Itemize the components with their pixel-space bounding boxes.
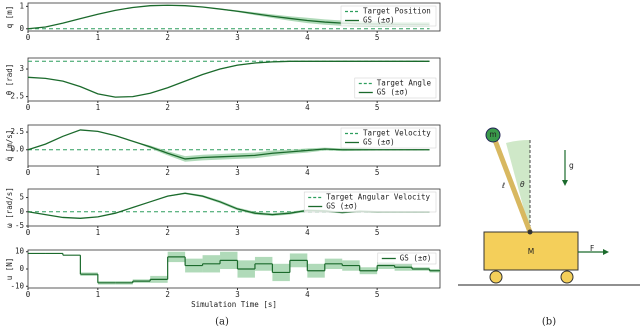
series-line [27,60,430,98]
plot-frame [27,2,441,32]
legend-label: Target Angular Velocity [326,193,430,202]
y-tick-label: 10 [15,247,25,256]
x-tick-label: 5 [375,290,380,299]
y-axis-label: q [m] [5,6,14,29]
x-tick-label: 0 [26,168,31,177]
x-tick-label: 4 [305,228,310,237]
series-group [27,60,430,98]
legend-box [303,191,437,213]
y-axis-label: u [N] [5,258,14,281]
y-tick-label: 5 [19,193,24,202]
angle-wedge [506,139,530,232]
x-tick-label: 5 [375,103,380,112]
y-tick-label: 0 [19,264,24,273]
wheel [489,270,503,284]
series-group [28,251,440,285]
x-tick-label: 0 [26,228,31,237]
legend-label: GS (±σ) [326,202,358,211]
y-axis-label: ω [rad/s] [5,187,14,228]
legend-label: GS (±σ) [377,88,409,97]
x-tick-label: 0 [26,290,31,299]
x-tick-label: 3 [235,103,240,112]
series-line [27,129,430,160]
arrow-head [562,180,568,186]
x-tick-label: 5 [375,33,380,42]
y-tick-label: -10 [10,281,24,290]
gravity-label: g [569,161,574,170]
x-tick-label: 3 [235,168,240,177]
x-tick-label: 2 [165,33,170,42]
y-tick-label: 2.5 [10,92,24,101]
mass [485,127,501,143]
legend-label: GS (±σ) [363,138,395,147]
sigma-band [28,129,430,162]
x-tick-label: 4 [305,290,310,299]
legend-label: Target Position [363,7,431,16]
angle-label: θ [520,180,525,189]
cart-pole-diagram: m ℓ θ g M F [458,127,640,286]
y-axis-label: θ [rad] [5,64,14,96]
legend-box [354,77,437,99]
x-tick-label: 2 [165,103,170,112]
legend-label: GS (±σ) [363,16,395,25]
caption: (b) [542,317,556,328]
x-tick-label: 1 [96,168,101,177]
caption: (a) [215,317,229,328]
y-tick-label: 3 [19,64,24,73]
legend-box [340,5,437,27]
legend-label: Target Velocity [363,129,431,138]
x-tick-label: 3 [235,228,240,237]
legend-label: Target Angle [377,79,432,88]
x-tick-label: 1 [96,103,101,112]
x-tick-label: 1 [96,228,101,237]
cart-label: M [528,247,534,256]
x-tick-label: 1 [96,290,101,299]
legend-box [340,127,437,149]
x-tick-label: 0 [26,103,31,112]
cart [483,231,579,271]
x-tick-label: 2 [165,168,170,177]
x-tick-label: 0 [26,33,31,42]
y-tick-label: 0 [19,207,24,216]
x-tick-label: 4 [305,168,310,177]
y-tick-label: 0 [19,24,24,33]
plot-frame [27,57,441,102]
series-group [27,129,430,162]
length-label: ℓ [501,181,505,190]
x-tick-label: 3 [235,33,240,42]
arrow-head [603,249,609,255]
y-tick-label: -5 [15,221,24,230]
pivot [527,229,533,235]
x-axis-label: Simulation Time [s] [191,300,277,309]
mass-label: m [489,130,496,139]
plot-frame [27,188,441,227]
y-tick-label: 2.5 [10,127,24,136]
y-tick-label: 0.0 [10,145,24,154]
x-tick-label: 4 [305,33,310,42]
x-tick-label: 2 [165,228,170,237]
wheel [560,270,574,284]
pole [490,134,533,233]
y-axis-label: q̇ [m/s] [5,130,14,162]
x-tick-label: 5 [375,168,380,177]
x-tick-label: 2 [165,290,170,299]
x-tick-label: 3 [235,290,240,299]
force-label: F [590,244,594,253]
x-tick-label: 4 [305,103,310,112]
x-tick-label: 5 [375,228,380,237]
y-tick-label: 1 [19,1,24,10]
legend-box [377,252,437,265]
x-tick-label: 1 [96,33,101,42]
legend-label: GS (±σ) [400,254,432,263]
plot-frame [27,124,441,167]
